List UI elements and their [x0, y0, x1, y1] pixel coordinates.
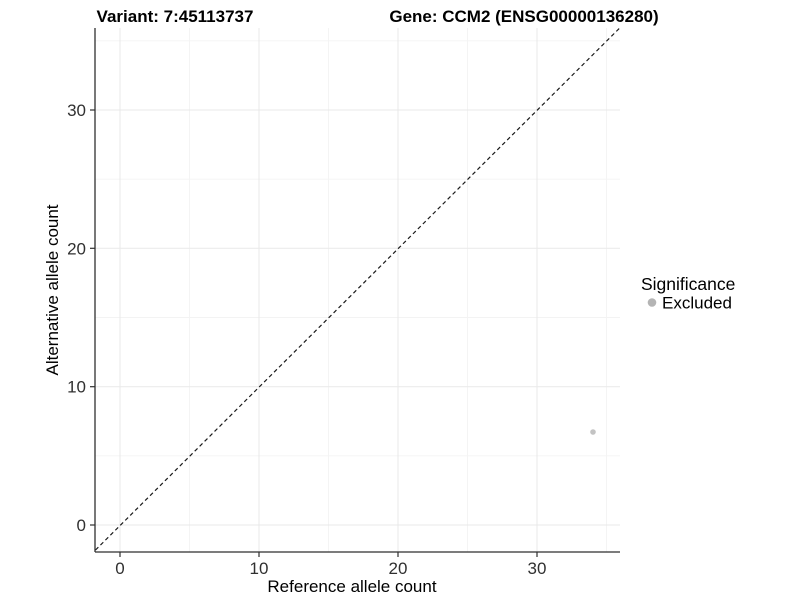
x-tick-labels: 0 10 20 30 — [115, 559, 546, 578]
tick-marks — [90, 109, 538, 557]
y-tick-labels: 0 10 20 30 — [67, 101, 86, 535]
gridlines — [95, 28, 620, 552]
y-axis-label: Alternative allele count — [43, 204, 62, 375]
y-tick-label-10: 10 — [67, 378, 86, 397]
axis-lines — [94, 28, 620, 553]
x-tick-label-30: 30 — [528, 559, 547, 578]
x-axis-label: Reference allele count — [267, 577, 436, 596]
legend-item-label: Excluded — [662, 294, 732, 313]
y-tick-label-30: 30 — [67, 101, 86, 120]
title-variant: Variant: 7:45113737 — [97, 7, 254, 26]
x-tick-label-0: 0 — [115, 559, 124, 578]
y-tick-label-0: 0 — [77, 516, 86, 535]
legend: Significance Excluded — [641, 274, 735, 313]
legend-title: Significance — [641, 274, 735, 294]
x-tick-label-20: 20 — [389, 559, 408, 578]
identity-reference-line — [95, 27, 620, 551]
y-tick-label-20: 20 — [67, 239, 86, 258]
title-gene: Gene: CCM2 (ENSG00000136280) — [389, 7, 658, 26]
legend-key-dot — [647, 298, 657, 307]
x-tick-label-10: 10 — [250, 559, 269, 578]
data-point-excluded — [590, 429, 596, 435]
